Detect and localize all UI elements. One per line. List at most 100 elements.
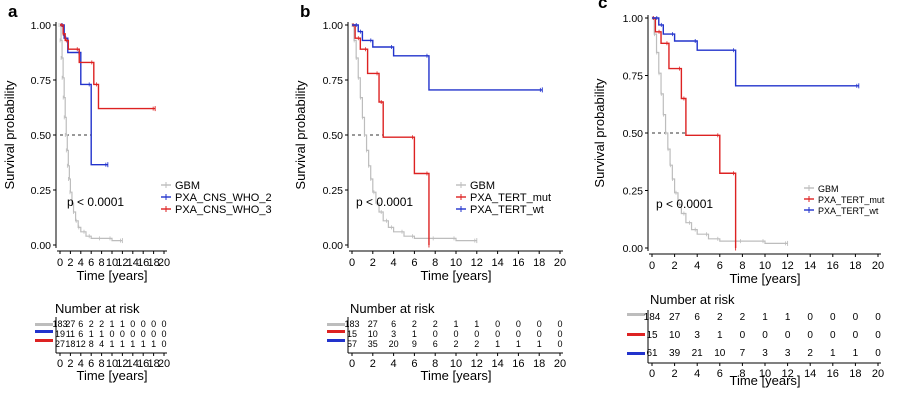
x-tick-label: 12: [781, 260, 793, 272]
x-tick-label: 18: [147, 257, 159, 269]
risk-count: 1: [412, 329, 417, 339]
legend-label: PXA_CNS_WHO_2: [175, 192, 272, 204]
risk-count: 2: [740, 312, 746, 323]
risk-count: 0: [516, 319, 521, 329]
x-tick-label: 18: [533, 257, 545, 269]
risk-x-tick-label: 10: [106, 358, 118, 370]
km-panel-c: c0.000.250.500.751.000 2 4 6 8 10 12 14 16 18 20Ti…: [592, 0, 885, 388]
y-tick-label: 0.00: [623, 243, 644, 255]
legend-label: PXA_TERT_mut: [818, 195, 885, 205]
risk-count: 0: [130, 329, 135, 339]
series-line: [352, 24, 543, 91]
x-tick-label: 8: [432, 257, 438, 269]
risk-x-tick-label: 12: [471, 358, 483, 370]
x-tick-label: 20: [158, 257, 170, 269]
risk-count: 0: [474, 329, 479, 339]
x-tick-label: 6: [717, 260, 723, 272]
risk-count: 15: [347, 329, 357, 339]
panel-label: c: [598, 0, 607, 12]
risk-row-swatch: [35, 323, 53, 326]
y-tick-label: 0.25: [623, 186, 644, 198]
risk-row-swatch: [35, 339, 53, 342]
series-line: [652, 17, 859, 87]
series-line: [60, 24, 108, 166]
risk-count: 1: [474, 319, 479, 329]
risk-x-tick-label: 16: [512, 358, 524, 370]
risk-count: 0: [537, 319, 542, 329]
x-tick-label: 14: [804, 260, 816, 272]
risk-count: 0: [557, 329, 562, 339]
risk-count: 0: [853, 312, 859, 323]
y-tick-label: 1.00: [323, 20, 344, 32]
risk-count: 0: [557, 319, 562, 329]
x-tick-label: 14: [491, 257, 503, 269]
x-axis-label: Time [years]: [729, 271, 800, 286]
risk-count: 7: [740, 348, 746, 359]
risk-x-tick-label: 8: [99, 358, 105, 370]
risk-x-tick-label: 14: [804, 368, 816, 380]
risk-x-tick-label: 4: [391, 358, 397, 370]
risk-count: 1: [130, 339, 135, 349]
risk-x-tick-label: 8: [739, 368, 745, 380]
y-tick-label: 0.25: [323, 185, 344, 197]
risk-count: 9: [412, 339, 417, 349]
risk-x-tick-label: 20: [554, 358, 566, 370]
risk-count: 57: [347, 339, 357, 349]
risk-count: 4: [99, 339, 104, 349]
risk-x-tick-label: 16: [137, 358, 149, 370]
risk-count: 0: [875, 330, 881, 341]
risk-count: 0: [807, 312, 813, 323]
x-axis-label: Time [years]: [76, 268, 147, 283]
risk-x-axis-label: Time [years]: [729, 373, 800, 388]
x-tick-label: 16: [827, 260, 839, 272]
x-tick-label: 8: [739, 260, 745, 272]
risk-count: 39: [669, 348, 681, 359]
y-axis-label: Survival probability: [2, 80, 17, 190]
risk-x-tick-label: 6: [717, 368, 723, 380]
series-line: [60, 24, 123, 242]
x-tick-label: 4: [78, 257, 84, 269]
risk-table-title: Number at risk: [650, 292, 735, 307]
risk-count: 0: [830, 330, 836, 341]
risk-x-axis-label: Time [years]: [76, 368, 147, 383]
risk-count: 0: [875, 348, 881, 359]
risk-count: 0: [161, 329, 166, 339]
series-line: [60, 24, 156, 110]
risk-count: 27: [65, 319, 75, 329]
risk-count: 183: [52, 319, 67, 329]
risk-count: 27: [55, 339, 65, 349]
risk-count: 0: [557, 339, 562, 349]
p-value: p < 0.0001: [67, 195, 124, 209]
risk-count: 1: [453, 319, 458, 329]
risk-count: 21: [692, 348, 704, 359]
x-tick-label: 6: [88, 257, 94, 269]
risk-count: 1: [495, 339, 500, 349]
risk-count: 184: [644, 312, 661, 323]
risk-x-tick-label: 12: [116, 358, 128, 370]
risk-count: 0: [161, 339, 166, 349]
risk-count: 2: [717, 312, 723, 323]
y-tick-label: 0.25: [31, 185, 52, 197]
x-tick-label: 0: [57, 257, 63, 269]
x-tick-label: 4: [694, 260, 700, 272]
x-tick-label: 2: [67, 257, 73, 269]
legend-label: GBM: [818, 184, 839, 194]
risk-x-tick-label: 14: [127, 358, 139, 370]
x-tick-label: 14: [127, 257, 139, 269]
risk-count: 12: [76, 339, 86, 349]
x-axis-label: Time [years]: [420, 268, 491, 283]
risk-x-tick-label: 8: [432, 358, 438, 370]
risk-count: 1: [109, 339, 114, 349]
risk-x-tick-label: 18: [533, 358, 545, 370]
legend-label: PXA_TERT_wt: [470, 204, 544, 216]
x-tick-label: 12: [471, 257, 483, 269]
y-axis-label: Survival probability: [592, 78, 607, 188]
risk-count: 1: [785, 312, 791, 323]
risk-count: 1: [99, 329, 104, 339]
risk-count: 0: [130, 319, 135, 329]
risk-count: 1: [516, 339, 521, 349]
y-tick-label: 0.75: [623, 71, 644, 83]
risk-x-tick-label: 20: [872, 368, 884, 380]
risk-count: 0: [762, 330, 768, 341]
risk-count: 2: [474, 339, 479, 349]
